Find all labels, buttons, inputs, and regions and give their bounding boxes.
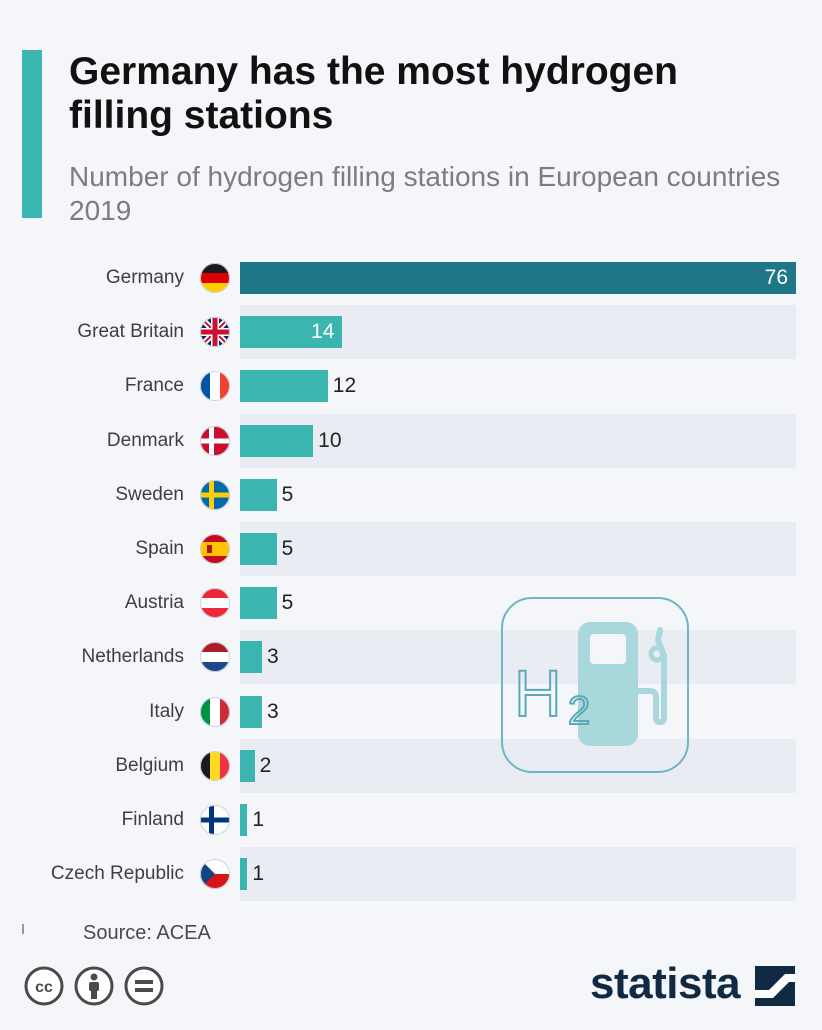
flag-germany-icon — [200, 263, 230, 293]
category-label-spain: Spain — [135, 538, 184, 559]
bar-france — [240, 370, 328, 403]
category-label-czech-republic: Czech Republic — [50, 863, 184, 885]
chart-row-austria: Austria 5 — [0, 576, 822, 630]
value-label-france: 12 — [332, 374, 357, 398]
flag-spain-icon — [200, 534, 230, 564]
category-label-finland: Finland — [121, 809, 184, 830]
chart-row-finland: Finland 1 — [0, 793, 822, 847]
bar-great-britain — [240, 316, 343, 349]
license-icons: cc — [24, 966, 164, 1006]
accent-bar — [22, 50, 42, 218]
category-label-italy: Italy — [149, 700, 184, 722]
bar-spain — [240, 533, 277, 565]
chart-row-belgium: Belgium 2 — [0, 738, 822, 793]
row-band — [240, 522, 796, 576]
chart-title: Germany has the most hydrogen filling st… — [69, 50, 678, 137]
bar-czech-republic — [240, 858, 248, 891]
flag-czech-republic-icon — [200, 859, 230, 890]
value-label-sweden: 5 — [281, 482, 294, 506]
chart-row-italy: Italy 3 — [0, 685, 822, 739]
category-label-germany: Germany — [105, 267, 184, 288]
flag-netherlands-icon — [200, 642, 230, 673]
category-label-sweden: Sweden — [115, 483, 184, 505]
value-label-finland: 1 — [252, 808, 264, 831]
chart-row-czech-republic: Czech Republic 1 — [0, 847, 822, 902]
value-label-great-britain: 14 — [311, 320, 335, 344]
flag-belgium-icon — [200, 750, 230, 781]
flag-italy-icon — [200, 696, 230, 727]
bar-belgium — [240, 749, 255, 782]
flag-great-britain-icon — [200, 317, 230, 348]
chart-row-great-britain: Great Britain 14 — [0, 305, 822, 360]
svg-text:2: 2 — [568, 689, 590, 733]
category-label-austria: Austria — [124, 592, 184, 614]
hydrogen-fuel-pump-icon: H 2 — [501, 597, 689, 773]
value-label-italy: 3 — [266, 699, 279, 723]
creative-commons-icon[interactable]: cc — [24, 966, 64, 1006]
flag-finland-icon — [200, 805, 230, 835]
chart-subtitle: Number of hydrogen filling stations in E… — [69, 161, 781, 226]
chart-row-germany: Germany 76 — [0, 251, 822, 305]
flag-sweden-icon — [200, 479, 230, 510]
chart-row-spain: Spain 5 — [0, 522, 822, 576]
value-label-czech-republic: 1 — [252, 862, 264, 886]
bar-germany — [240, 262, 796, 294]
row-band — [240, 847, 796, 902]
bar-italy — [240, 695, 262, 728]
no-derivatives-icon[interactable] — [124, 966, 164, 1006]
value-label-germany: 76 — [764, 266, 788, 289]
logo-wordmark: statista — [590, 959, 741, 1008]
source-text: Source: ACEA — [83, 922, 211, 944]
bar-austria — [240, 587, 277, 620]
row-band — [240, 630, 796, 685]
value-label-netherlands: 3 — [266, 645, 279, 669]
flag-denmark-icon — [200, 425, 230, 456]
chart-row-denmark: Denmark 10 — [0, 413, 822, 468]
chart-row-sweden: Sweden 5 — [0, 468, 822, 522]
flag-france-icon — [200, 371, 230, 402]
value-label-austria: 5 — [281, 591, 294, 615]
value-label-spain: 5 — [281, 537, 294, 560]
chart-row-france: France 12 — [0, 359, 822, 413]
category-label-france: France — [124, 375, 184, 397]
source-marker — [22, 924, 24, 934]
bar-finland — [240, 804, 248, 836]
value-label-belgium: 2 — [259, 753, 272, 777]
row-band — [240, 738, 796, 793]
svg-text:cc: cc — [35, 979, 53, 996]
bar-denmark — [240, 424, 314, 457]
value-label-denmark: 10 — [318, 428, 342, 452]
chart-row-netherlands: Netherlands 3 — [0, 630, 822, 685]
logo-mark-icon — [755, 966, 795, 1006]
bar-netherlands — [240, 641, 262, 674]
svg-text:H: H — [514, 656, 562, 730]
flag-austria-icon — [200, 588, 230, 619]
statista-logo[interactable]: statista — [590, 958, 800, 1010]
row-band — [240, 413, 796, 468]
bar-chart: Germany 76 Great Britain 14 France 12 Denmark 1… — [0, 251, 822, 903]
category-label-belgium: Belgium — [115, 754, 184, 776]
attribution-icon[interactable] — [74, 966, 114, 1006]
category-label-denmark: Denmark — [106, 429, 184, 451]
category-label-netherlands: Netherlands — [81, 646, 184, 668]
bar-sweden — [240, 478, 277, 511]
category-label-great-britain: Great Britain — [77, 321, 184, 343]
